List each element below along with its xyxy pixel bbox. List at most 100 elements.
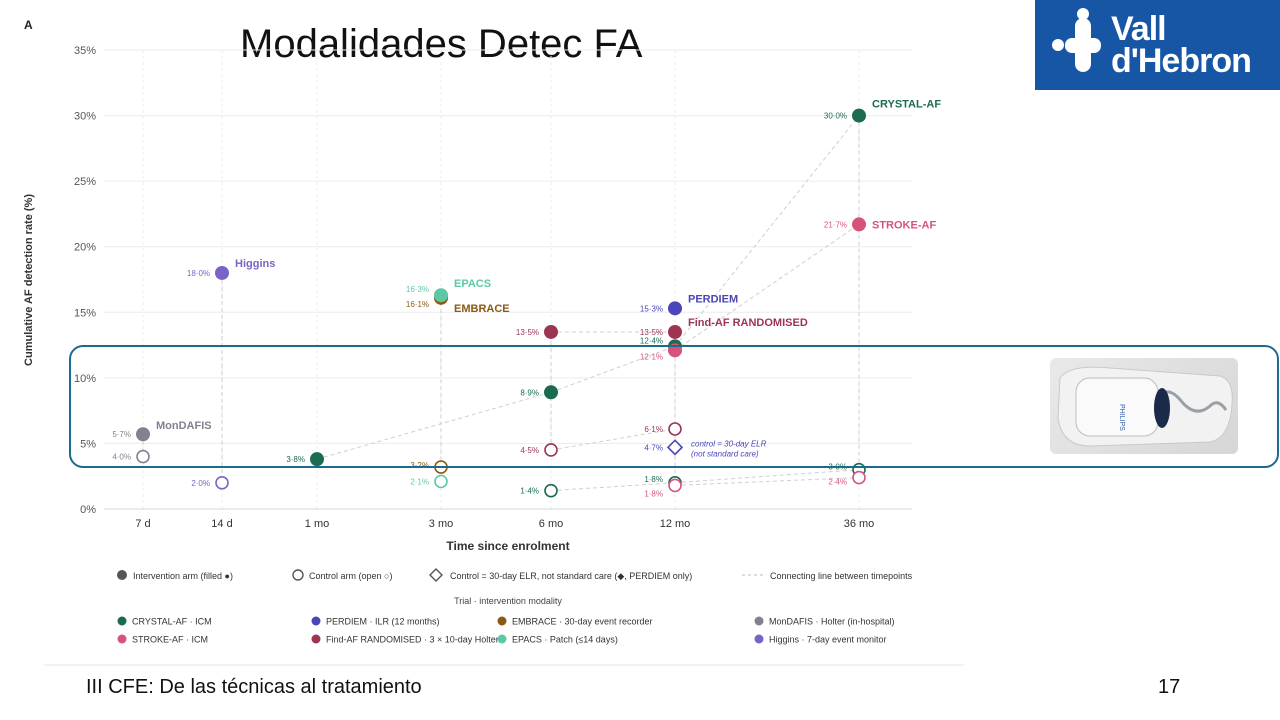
point-value-label: 1·4%: [520, 487, 539, 496]
point-value-label: 5·7%: [112, 430, 131, 439]
intervention-point: [310, 452, 324, 467]
y-tick-label: 0%: [80, 504, 96, 516]
point-value-label: 3·2%: [410, 461, 429, 470]
point-value-label: 2·4%: [828, 478, 847, 487]
legend-filled-marker: [117, 570, 127, 580]
control-point: [544, 483, 558, 498]
legend-marker-label: Control arm (open ○): [309, 571, 392, 581]
legend-trial-swatch: [497, 634, 507, 644]
control-point: [544, 443, 558, 457]
control-point: [434, 474, 448, 489]
trial-name-label: CRYSTAL-AF: [872, 99, 941, 111]
intervention-point: [668, 301, 682, 316]
legend-trial-label: MonDAFIS · Holter (in-hospital): [769, 617, 895, 627]
vall-dhebron-logo: Vall d'Hebron: [1035, 0, 1280, 90]
point-value-label: 13·5%: [516, 328, 539, 337]
legend-trial-swatch: [754, 616, 764, 626]
connector-line: [316, 391, 552, 460]
connector-line: [550, 345, 676, 393]
point-value-label: 15·3%: [640, 304, 663, 313]
trial-name-label: EMBRACE: [454, 303, 510, 315]
control-point: [215, 475, 229, 490]
trial-name-label: EPACS: [454, 278, 491, 290]
x-tick-label: 6 mo: [539, 518, 563, 530]
point-value-label: 16·3%: [406, 285, 429, 294]
y-tick-label: 25%: [74, 176, 96, 188]
control-point: [136, 449, 150, 464]
y-tick-label: 20%: [74, 242, 96, 254]
point-value-label: 4·0%: [112, 453, 131, 462]
y-tick-label: 5%: [80, 438, 96, 450]
legend-trial-label: Find-AF RANDOMISED · 3 × 10-day Holter: [326, 635, 499, 645]
point-value-label: 18·0%: [187, 269, 210, 278]
point-value-label: 13·5%: [640, 328, 663, 337]
x-tick-label: 12 mo: [660, 518, 691, 530]
point-value-label: 12·1%: [640, 352, 663, 361]
legend-trial-label: CRYSTAL-AF · ICM: [132, 617, 212, 627]
point-value-label: 2·0%: [191, 479, 210, 488]
legend-trial-swatch: [311, 634, 321, 644]
cross-logo-icon: [1052, 8, 1101, 72]
legend-trial-swatch: [754, 634, 764, 644]
intervention-point: [434, 288, 448, 303]
intervention-point: [852, 108, 866, 123]
panel-letter: A: [24, 18, 33, 32]
legend-trial-swatch: [497, 616, 507, 626]
legend-diamond-marker: [429, 568, 443, 582]
connector-line: [674, 224, 860, 351]
point-value-label: 1·8%: [644, 475, 663, 484]
legend-marker-label: Connecting line between timepoints: [770, 571, 913, 581]
x-tick-label: 36 mo: [844, 518, 875, 530]
x-tick-label: 3 mo: [429, 518, 453, 530]
point-value-label: 4·5%: [520, 446, 539, 455]
legend-trial-swatch: [311, 616, 321, 626]
point-value-label: 3·8%: [286, 455, 305, 464]
legend-trial-label: Higgins · 7-day event monitor: [769, 635, 887, 645]
intervention-point: [668, 324, 682, 339]
point-value-label: 12·4%: [640, 336, 663, 345]
connector-line: [674, 477, 860, 486]
x-tick-label: 7 d: [135, 518, 150, 530]
connector-line: [674, 469, 860, 484]
intervention-point: [852, 217, 866, 232]
x-axis-title: Time since enrolment: [446, 539, 569, 553]
y-tick-label: 35%: [74, 45, 96, 57]
intervention-point: [544, 324, 558, 339]
perdiem-annotation: (not standard care): [691, 449, 759, 458]
trial-name-label: MonDAFIS: [156, 420, 212, 432]
intervention-point: [136, 427, 150, 442]
y-axis-title: Cumulative AF detection rate (%): [23, 194, 35, 366]
legend-marker-label: Intervention arm (filled ●): [133, 571, 233, 581]
logo-text-line1: Vall: [1111, 10, 1167, 48]
control-diamond-point: [666, 439, 684, 456]
y-tick-label: 15%: [74, 307, 96, 319]
footer-divider: [44, 664, 964, 666]
y-tick-label: 30%: [74, 111, 96, 123]
trial-name-label: Higgins: [235, 258, 275, 270]
footer-text: III CFE: De las técnicas al tratamiento: [86, 676, 422, 698]
page-number: 17: [1158, 676, 1181, 698]
trial-name-label: Find-AF RANDOMISED: [688, 317, 808, 329]
point-value-label: 4·7%: [644, 443, 663, 452]
legend-trial-label: EPACS · Patch (≤14 days): [512, 635, 618, 645]
y-tick-label: 10%: [74, 373, 96, 385]
intervention-point: [215, 265, 229, 280]
point-value-label: 6·1%: [644, 425, 663, 434]
x-tick-label: 14 d: [211, 518, 232, 530]
highlight-box: [69, 345, 1279, 468]
legend-marker-label: Control = 30-day ELR, not standard care …: [450, 571, 692, 581]
legend-open-marker: [292, 569, 304, 581]
intervention-point: [544, 385, 558, 400]
perdiem-annotation: control = 30-day ELR: [691, 439, 767, 448]
control-point: [668, 478, 682, 493]
control-point: [852, 470, 866, 485]
point-value-label: 2·1%: [410, 477, 429, 486]
control-point: [668, 422, 682, 436]
legend-trial-label: EMBRACE · 30-day event recorder: [512, 617, 653, 627]
trial-name-label: STROKE-AF: [872, 219, 936, 231]
legend-trial-swatch: [117, 616, 127, 626]
x-tick-label: 1 mo: [305, 518, 329, 530]
device-image: PHILIPS: [1057, 366, 1233, 447]
